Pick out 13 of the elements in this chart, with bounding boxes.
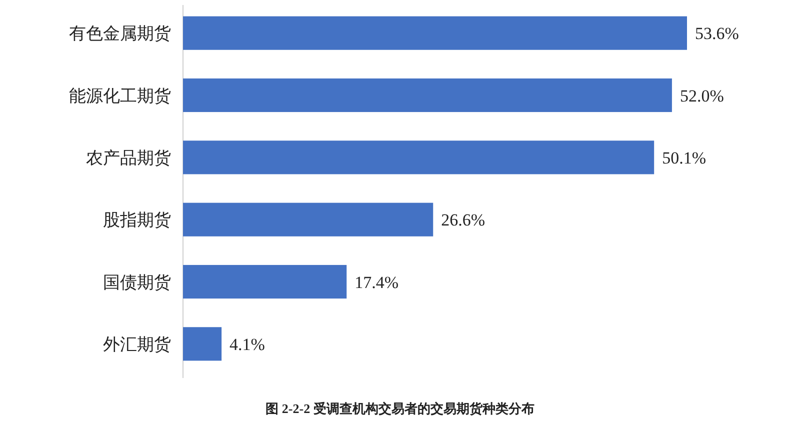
y-tick-label: 农产品期货 (86, 148, 171, 168)
data-label: 53.6% (695, 24, 739, 44)
y-tick-label: 外汇期货 (103, 334, 171, 354)
caption: 图 2-2-2 受调查机构交易者的交易期货种类分布 (266, 401, 534, 416)
y-tick-label: 国债期货 (103, 272, 171, 292)
data-label: 4.1% (230, 334, 265, 354)
data-label: 26.6% (441, 210, 486, 230)
y-tick-label: 能源化工期货 (69, 86, 171, 106)
y-tick-label: 有色金属期货 (69, 24, 171, 44)
data-label: 52.0% (680, 86, 724, 106)
data-label: 50.1% (662, 148, 706, 168)
data-label: 17.4% (354, 272, 399, 292)
y-tick-label: 股指期货 (103, 210, 171, 230)
